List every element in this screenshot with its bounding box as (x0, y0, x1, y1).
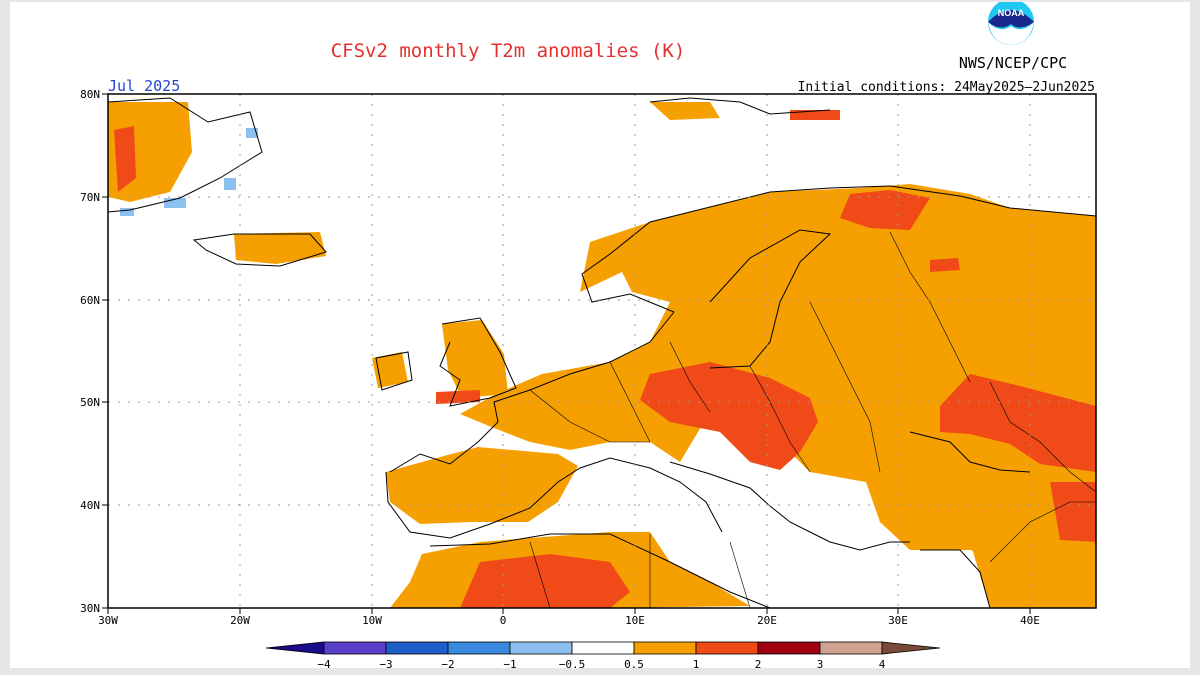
lat-label: 40N (80, 499, 100, 512)
lon-label: 10E (625, 614, 645, 627)
lat-label: 80N (80, 88, 100, 101)
legend-arrow-high (881, 641, 941, 655)
lon-label: 10W (362, 614, 382, 627)
anomaly-red-fill (114, 110, 1096, 608)
lat-label: 60N (80, 294, 100, 307)
map-border (107, 93, 1097, 609)
noaa-logo: NOAA (988, 2, 1034, 45)
legend-swatch-neutral (571, 641, 635, 655)
lon-label: 30E (888, 614, 908, 627)
figure-title: CFSv2 monthly T2m anomalies (K) (331, 40, 686, 62)
lon-label: 20W (230, 614, 250, 627)
logo-text: NOAA (998, 8, 1025, 18)
coastlines (107, 97, 1097, 609)
lat-label: 70N (80, 191, 100, 204)
initial-conditions: Initial conditions: 24May2025–2Jun2025 (798, 80, 1095, 95)
legend-label: 4 (879, 658, 886, 668)
legend-label: 0.5 (624, 658, 644, 668)
map-panel (107, 93, 1097, 609)
lon-label: 30W (98, 614, 118, 627)
legend-swatch-2-3 (757, 641, 821, 655)
lat-label: 30N (80, 602, 100, 615)
legend-label: −2 (441, 658, 454, 668)
lon-labels: 30W 20W 10W 0 10E 20E 30E 40E (98, 614, 1040, 627)
legend-label: −1 (503, 658, 516, 668)
legend-label: −4 (317, 658, 331, 668)
legend-label: −3 (379, 658, 392, 668)
legend-swatch-3-4 (819, 641, 883, 655)
color-legend: −4 −3 −2 −1 −0.5 0.5 1 2 3 4 (265, 641, 941, 668)
lon-label: 20E (757, 614, 777, 627)
lon-label: 0 (500, 614, 507, 627)
country-borders (529, 231, 1097, 609)
lat-label: 50N (80, 396, 100, 409)
legend-label: −0.5 (559, 658, 586, 668)
legend-swatch-05-1 (633, 641, 697, 655)
legend-label: 1 (693, 658, 700, 668)
legend-swatch-neg4-neg3 (323, 641, 387, 655)
legend-swatch-neg1-neg05 (509, 641, 573, 655)
month-label: Jul 2025 (108, 77, 180, 95)
lat-labels: 80N 70N 60N 50N 40N 30N (80, 88, 100, 615)
anomaly-blue-fill (120, 128, 258, 216)
legend-arrow-low (265, 641, 325, 655)
legend-swatch-neg2-neg1 (447, 641, 511, 655)
legend-label: 3 (817, 658, 824, 668)
lon-label: 40E (1020, 614, 1040, 627)
legend-swatch-1-2 (695, 641, 759, 655)
agency-label: NWS/NCEP/CPC (959, 54, 1067, 72)
legend-label: 2 (755, 658, 762, 668)
map-figure: CFSv2 monthly T2m anomalies (K) NWS/NCEP… (80, 2, 1097, 668)
legend-swatch-neg3-neg2 (385, 641, 449, 655)
figure-frame: CFSv2 monthly T2m anomalies (K) NWS/NCEP… (10, 2, 1190, 668)
axis-ticks (102, 93, 1031, 614)
